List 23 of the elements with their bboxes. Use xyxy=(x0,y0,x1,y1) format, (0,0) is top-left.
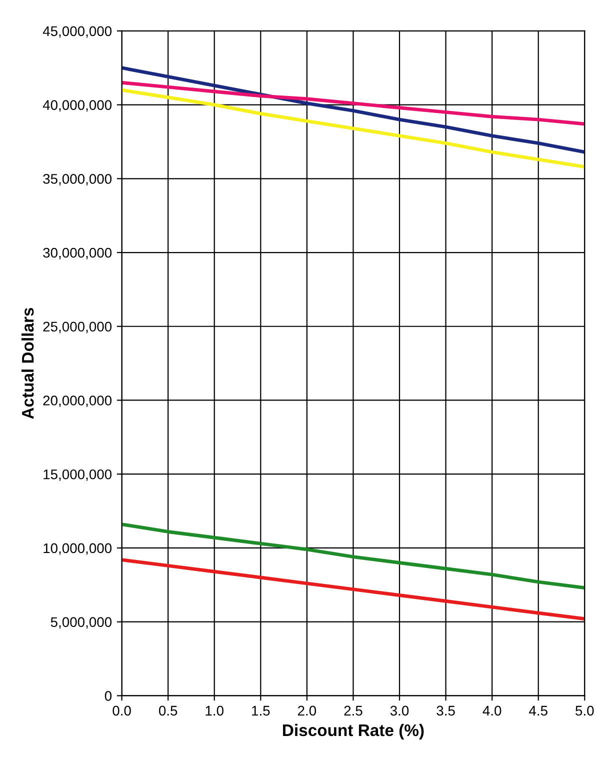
x-tick-label: 2.5 xyxy=(344,706,362,716)
x-axis-title: Discount Rate (%) xyxy=(283,724,424,740)
x-tick-label: 2.0 xyxy=(298,706,316,716)
x-tick-label: 4.0 xyxy=(482,706,502,716)
y-tick-label: 45,000,000 xyxy=(42,26,112,38)
x-tick-label: 3.0 xyxy=(390,706,409,716)
y-tick-label: 25,000,000 xyxy=(43,322,112,334)
y-tick-label: 40,000,000 xyxy=(42,100,112,112)
y-axis-title: Actual Dollars xyxy=(21,308,34,419)
y-tick-label: 10,000,000 xyxy=(44,543,112,555)
x-tick-label: 0.0 xyxy=(112,706,131,716)
x-tick-label: 1.5 xyxy=(252,706,270,716)
y-tick-label: 15,000,000 xyxy=(44,469,112,481)
x-tick-label: 4.5 xyxy=(529,706,548,716)
x-tick-label: 3.5 xyxy=(436,706,455,716)
x-tick-label: 1.0 xyxy=(206,706,224,716)
y-tick-label: 20,000,000 xyxy=(43,396,112,408)
y-tick-label: 30,000,000 xyxy=(43,248,112,260)
y-tick-label: 0 xyxy=(104,691,112,701)
y-tick-label: 35,000,000 xyxy=(43,174,112,186)
x-tick-label: 0.5 xyxy=(158,706,178,716)
x-tick-label: 5.0 xyxy=(576,706,594,716)
y-tick-label: 5,000,000 xyxy=(50,617,112,629)
